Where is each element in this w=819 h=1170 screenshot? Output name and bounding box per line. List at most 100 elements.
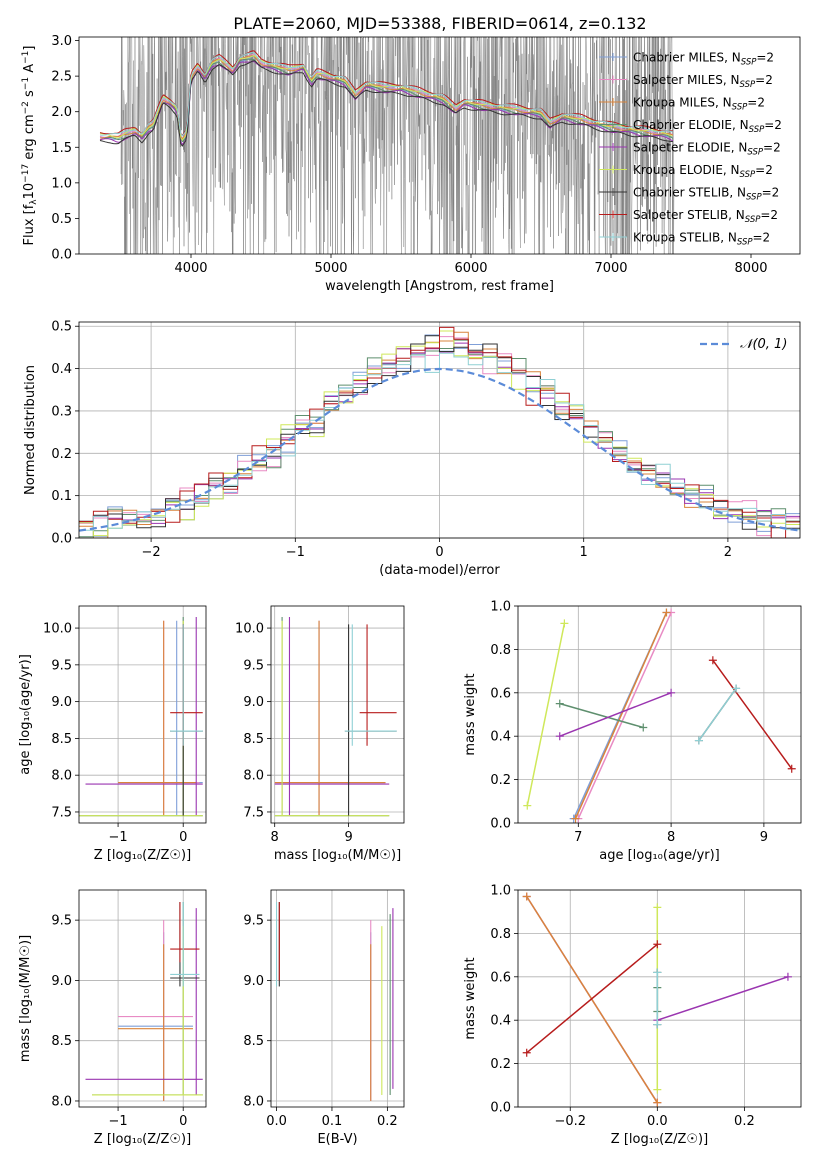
label-sup: −2 — [21, 101, 31, 114]
weight-marker — [522, 1048, 531, 1057]
x-tick-label: 5000 — [314, 261, 347, 276]
y-tick-label: 0.3 — [51, 404, 72, 419]
axes-frame: −0.2 0.0 0.2 0.0 0.2 0.4 0.6 0.8 1.0 Z [log₁₀(Z/Z… — [463, 884, 802, 1147]
y-tick-label: 8.0 — [51, 1094, 72, 1109]
legend-label-main: Chabrier STELIB, N — [633, 186, 746, 200]
legend-label-sub: SSP — [749, 125, 765, 135]
weight-kroupa-elodie — [523, 619, 569, 810]
point-salpeter-elodie — [85, 617, 203, 816]
y-axis-label: Flux [fλ10−17 erg cm−2 s−1 A−1] — [21, 46, 39, 246]
panel-z_age: −1 0 7.5 8.0 8.5 9.0 9.5 10.0 Z [log₁₀(Z/Z☉)] age… — [18, 605, 207, 863]
axes-border — [270, 605, 405, 824]
weight-marker — [560, 619, 569, 628]
y-tick-label: 0.2 — [51, 447, 72, 462]
model-line-chabrier-stelib — [99, 60, 673, 147]
axes-frame: 7 8 9 0.0 0.2 0.4 0.6 0.8 1.0 age [log₁₀(age/yr)]… — [463, 600, 802, 863]
point-kroupa-elodie — [274, 620, 390, 817]
y-tick-label: 9.5 — [243, 658, 264, 673]
weight-marker — [653, 1020, 662, 1029]
weight-marker — [787, 764, 796, 773]
legend-label: Kroupa ELODIE, NSSP=2 — [633, 163, 773, 180]
point-salpeter-miles — [118, 920, 193, 1101]
weight-chabrier-miles — [569, 608, 671, 823]
point-kroupa-miles — [274, 620, 386, 816]
x-tick-label: 0 — [435, 545, 443, 560]
legend-label-main: Kroupa STELIB, N — [633, 231, 737, 245]
histogram-salpeter-stelib — [79, 326, 800, 538]
x-tick-label: 9 — [344, 830, 352, 845]
legend-label-sub: SSP — [737, 238, 753, 248]
legend-label-sub: SSP — [740, 170, 756, 180]
y-tick-label: 1.5 — [51, 141, 72, 156]
weight-marker — [694, 736, 703, 745]
weight-marker — [653, 968, 662, 977]
normal-curve — [79, 367, 800, 532]
weight-marker — [555, 699, 564, 708]
y-axis-label: mass [log₁₀(M/M☉)] — [18, 935, 33, 1062]
axes-border — [270, 889, 405, 1108]
y-tick-label: 7.5 — [243, 805, 264, 820]
point-salpeter-miles — [118, 620, 200, 816]
legend-label: Salpeter STELIB, NSSP=2 — [633, 208, 778, 225]
point-salpeter-miles — [274, 620, 386, 816]
panel-age_weight: 7 8 9 0.0 0.2 0.4 0.6 0.8 1.0 age [log₁₀(age/yr)]… — [463, 600, 802, 863]
weight-salpeter-elodie — [555, 688, 676, 741]
legend-label: Chabrier ELODIE, NSSP=2 — [633, 118, 782, 135]
y-tick-label: 8.5 — [243, 732, 264, 747]
axes-border — [517, 605, 802, 824]
axes-border — [78, 36, 801, 255]
y-tick-label: 10.0 — [43, 622, 72, 637]
legend-label-sub: SSP — [732, 103, 748, 113]
weight-marker — [653, 1098, 662, 1107]
grid — [271, 890, 404, 1107]
weight-marker — [667, 688, 676, 697]
legend-label-main: Salpeter STELIB, N — [633, 208, 745, 222]
weight-line — [577, 612, 672, 820]
plot-area — [274, 617, 397, 817]
figure-title: PLATE=2060, MJD=53388, FIBERID=0614, z=0… — [233, 14, 646, 33]
x-axis-label: Z [log₁₀(Z/Z☉)] — [94, 1132, 191, 1147]
axes-frame: 4000 5000 6000 7000 8000 0.0 0.5 1.0 1.5 2.0 2.5 3.… — [21, 34, 801, 294]
plot-area — [99, 37, 675, 254]
axes-border — [517, 889, 802, 1108]
y-tick-label: 1.0 — [490, 884, 511, 899]
y-axis-label: Normed distribution — [23, 365, 38, 495]
y-tick-label: 0.2 — [490, 1057, 511, 1072]
point-salpeter-stelib — [170, 902, 200, 963]
y-tick-label: 0.0 — [51, 532, 72, 547]
data-spectrum-line — [120, 37, 675, 254]
axes-frame: −1 0 8.0 8.5 9.0 9.5 Z [log₁₀(Z/Z☉)] mass [log₁… — [18, 889, 207, 1147]
y-axis-label: age [log₁₀(age/yr)] — [18, 654, 33, 775]
point-salpeter-stelib — [170, 624, 203, 746]
plot-area — [523, 608, 796, 823]
x-tick-label: 7 — [574, 830, 582, 845]
x-tick-label: 0 — [179, 830, 187, 845]
point-chabrier-stelib — [170, 902, 200, 987]
point-kroupa-stelib — [344, 624, 397, 746]
plot-area — [522, 892, 792, 1107]
axes-border — [78, 889, 207, 1108]
y-axis-label: mass weight — [463, 957, 478, 1039]
histogram-kroupa-stelib — [79, 352, 800, 531]
y-tick-label: 10.0 — [235, 622, 264, 637]
x-tick-label: 8000 — [734, 261, 767, 276]
x-tick-label: −0.2 — [554, 1114, 586, 1129]
weight-line — [526, 943, 658, 1054]
legend-label-main: Chabrier MILES, N — [633, 51, 741, 65]
y-tick-label: 0.8 — [490, 643, 511, 658]
legend-label-main: Salpeter ELODIE, N — [633, 141, 747, 155]
weight-line — [574, 612, 668, 820]
x-tick-label: 8 — [667, 830, 675, 845]
x-tick-label: −2 — [142, 545, 161, 560]
plot-area — [79, 617, 203, 817]
y-tick-label: 0.2 — [490, 773, 511, 788]
weight-salpeter-miles — [574, 608, 676, 823]
legend-normal-label: 𝒩(0, 1) — [740, 337, 787, 352]
y-tick-label: 9.5 — [243, 914, 264, 929]
label-part: A — [22, 64, 37, 77]
x-tick-label: 7000 — [594, 261, 627, 276]
weight-line — [712, 659, 793, 770]
legend-label-tail: =2 — [762, 186, 780, 200]
legend-label: Chabrier MILES, NSSP=2 — [633, 51, 774, 68]
point-chabrier-elodie — [274, 617, 390, 817]
